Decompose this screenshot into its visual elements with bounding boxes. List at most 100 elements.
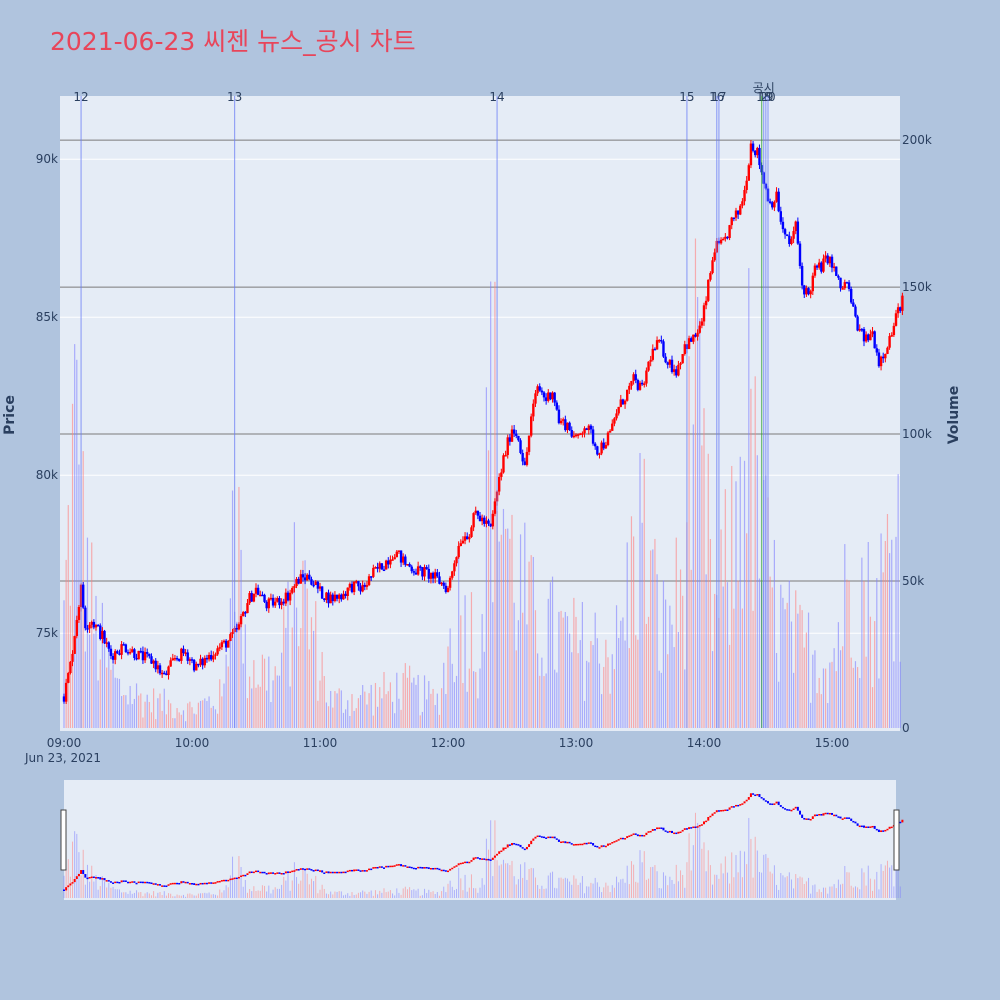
volume-bar: [575, 616, 577, 728]
slider-candle: [338, 871, 341, 874]
candle-body: [568, 422, 571, 430]
volume-bar: [308, 649, 310, 728]
slider-candle: [568, 841, 571, 844]
slider-volume-bar: [767, 857, 769, 898]
candle-body: [271, 597, 275, 606]
candle-body: [824, 255, 827, 259]
slider-candle: [630, 834, 633, 837]
slider-candle: [67, 885, 70, 888]
slider-candle: [225, 879, 228, 882]
volume-bar: [539, 675, 541, 728]
candle-body: [491, 513, 494, 527]
candle-body: [775, 191, 778, 202]
candle-body: [480, 517, 484, 522]
slider-candle: [259, 871, 262, 874]
volume-bar: [820, 694, 822, 728]
slider-volume-bar: [368, 891, 370, 898]
slider-candle: [581, 843, 584, 846]
candle-body: [602, 442, 605, 449]
slider-candle: [602, 845, 605, 847]
candle-body: [538, 386, 541, 391]
volume-bar: [161, 710, 163, 728]
slider-volume-bar: [677, 881, 679, 898]
volume-bar: [426, 699, 428, 728]
slider-candle: [393, 865, 396, 867]
candle-body: [218, 647, 221, 649]
slider-volume-bar: [234, 877, 236, 898]
slider-candle: [560, 841, 563, 844]
slider-volume-bar: [296, 877, 298, 898]
volume-bar: [159, 693, 161, 728]
slider-volume-bar: [176, 894, 178, 898]
slider-volume-bar: [434, 894, 436, 898]
slider-volume-bar: [67, 859, 69, 898]
slider-volume-bar: [825, 887, 827, 898]
slider-candle: [720, 810, 723, 812]
slider-volume-bar: [686, 862, 688, 898]
slider-candle: [223, 879, 225, 882]
candle-body: [886, 347, 889, 354]
slider-candle: [658, 827, 661, 829]
candle-body: [875, 348, 878, 353]
volume-bar: [110, 669, 112, 728]
slider-volume-bar: [227, 887, 229, 898]
volume-bar: [449, 628, 451, 728]
slider-candle: [114, 881, 117, 884]
slider-candle: [899, 821, 902, 824]
slider-volume-bar: [95, 875, 97, 898]
volume-bar: [795, 590, 797, 728]
volume-bar: [630, 516, 633, 728]
slider-candle: [122, 880, 125, 882]
volume-bar: [432, 688, 434, 728]
volume-bar: [441, 688, 443, 728]
volume-bar: [421, 711, 423, 728]
slider-candle: [455, 865, 458, 867]
slider-volume-bar: [264, 885, 266, 898]
slider-volume-bar: [99, 886, 101, 898]
slider-candle: [741, 803, 744, 805]
candle-body: [681, 354, 684, 364]
range-slider-left-handle[interactable]: [60, 809, 67, 871]
slider-volume-bar: [795, 874, 797, 898]
slider-volume-bar: [515, 884, 517, 898]
slider-volume-bar: [236, 879, 238, 898]
slider-volume-bar: [74, 831, 76, 898]
volume-bar: [208, 696, 210, 728]
volume-bar: [212, 705, 214, 728]
slider-candle: [517, 844, 520, 846]
volume-bar: [276, 675, 278, 728]
volume-bar: [844, 544, 846, 728]
candle-body: [363, 584, 366, 587]
slider-candle: [212, 882, 215, 884]
slider-volume-bar: [590, 882, 592, 898]
range-slider-background[interactable]: [64, 780, 896, 900]
volume-bar: [223, 683, 225, 728]
slider-volume-bar: [854, 886, 856, 898]
volume-bar: [266, 690, 268, 728]
slider-candle: [873, 825, 876, 829]
volume-bar: [699, 318, 701, 728]
candle-body: [510, 429, 514, 442]
slider-candle: [432, 867, 435, 870]
slider-candle: [453, 866, 456, 868]
candle-body: [395, 551, 398, 558]
slider-volume-bar: [308, 884, 310, 898]
range-slider-right-handle[interactable]: [893, 809, 900, 871]
volume-bar: [549, 582, 551, 728]
slider-candle: [837, 816, 840, 818]
slider-volume-bar: [336, 891, 338, 898]
slider-candle: [442, 869, 445, 872]
slider-candle: [150, 882, 153, 885]
candle-body: [542, 392, 546, 398]
candle-body: [719, 239, 723, 244]
candle-body: [724, 236, 727, 239]
candle-body: [559, 420, 563, 424]
slider-candle: [572, 844, 575, 846]
candle-body: [370, 576, 373, 578]
candle-body: [623, 400, 627, 405]
slider-volume-bar: [285, 880, 287, 898]
slider-candle: [856, 823, 859, 826]
slider-candle: [348, 869, 351, 872]
candle-body: [850, 288, 853, 303]
slider-volume-bar: [611, 885, 613, 898]
